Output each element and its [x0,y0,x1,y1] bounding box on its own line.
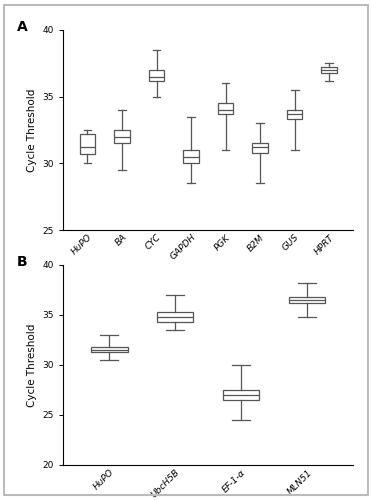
PathPatch shape [80,134,95,154]
PathPatch shape [114,130,130,143]
PathPatch shape [183,150,199,164]
PathPatch shape [289,297,326,303]
PathPatch shape [252,144,268,152]
PathPatch shape [321,68,337,72]
PathPatch shape [91,347,128,352]
PathPatch shape [223,390,259,400]
Text: B: B [17,255,28,269]
PathPatch shape [157,312,193,322]
X-axis label: Housekeeping Genes: Housekeeping Genes [147,268,270,278]
Y-axis label: Cycle Threshold: Cycle Threshold [27,88,37,172]
PathPatch shape [218,104,233,114]
Y-axis label: Cycle Threshold: Cycle Threshold [27,324,37,406]
Text: A: A [17,20,28,34]
PathPatch shape [287,110,302,120]
PathPatch shape [149,70,164,80]
